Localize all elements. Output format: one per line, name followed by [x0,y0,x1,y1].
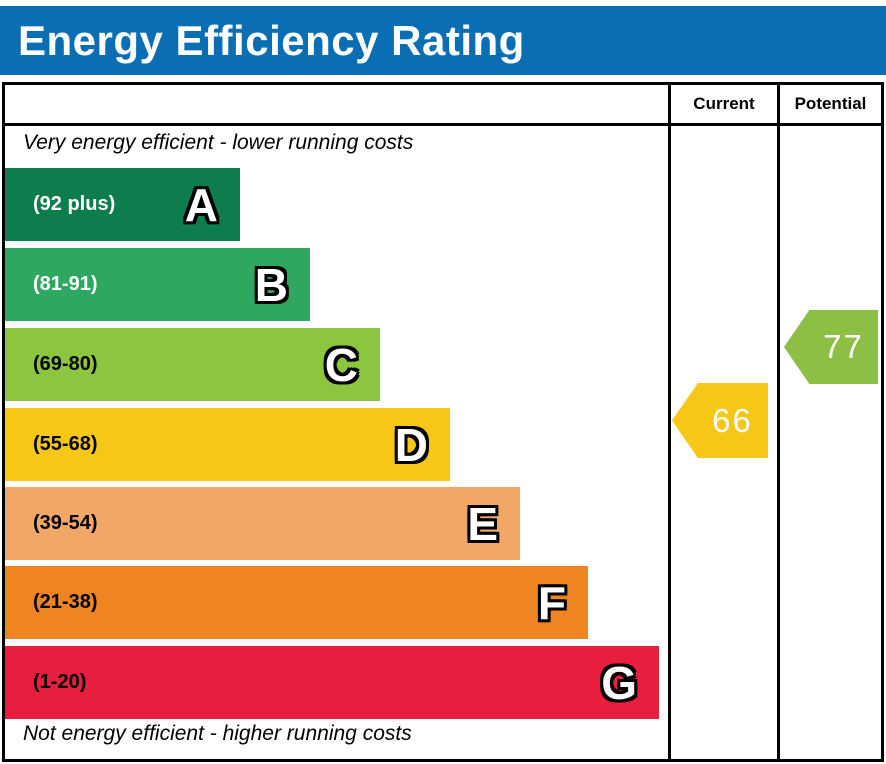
chart-title-bar: Energy Efficiency Rating [0,6,886,75]
potential-rating-arrow: 77 [784,310,878,384]
band-row-e: (39-54) E [5,487,520,560]
potential-column-divider [777,85,780,759]
band-range-b: (81-91) [33,273,98,295]
column-header-current: Current [693,94,755,113]
band-letter-f: F [537,576,566,629]
band-row-b: (81-91) B [5,248,310,321]
band-row-a: (92 plus) A [5,168,240,241]
band-range-a: (92 plus) [33,193,116,215]
caption-very-efficient: Very energy efficient - lower running co… [23,131,414,154]
band-row-f: (21-38) F [5,566,588,639]
band-letter-c: C [324,338,358,391]
rating-table: Current Potential Very energy efficient … [2,82,884,762]
band-range-e: (39-54) [33,512,98,534]
band-letter-d: D [394,418,428,471]
current-column-divider [668,85,671,759]
band-letter-g: G [601,656,637,709]
caption-not-efficient: Not energy efficient - higher running co… [23,722,412,745]
band-letter-e: E [467,497,498,550]
header-divider [5,123,881,126]
band-row-c: (69-80) C [5,328,380,401]
current-rating-arrow: 66 [672,383,768,458]
band-letter-a: A [184,178,218,231]
band-range-d: (55-68) [33,433,98,455]
chart-title: Energy Efficiency Rating [18,16,525,64]
column-header-potential: Potential [794,94,867,113]
current-rating-value: 66 [712,401,753,439]
potential-rating-value: 77 [823,328,864,365]
band-range-c: (69-80) [33,353,98,375]
band-letter-b: B [254,258,288,311]
band-range-f: (21-38) [33,591,98,613]
band-range-g: (1-20) [33,671,87,693]
band-row-d: (55-68) D [5,408,450,481]
band-row-g: (1-20) G [5,646,659,719]
